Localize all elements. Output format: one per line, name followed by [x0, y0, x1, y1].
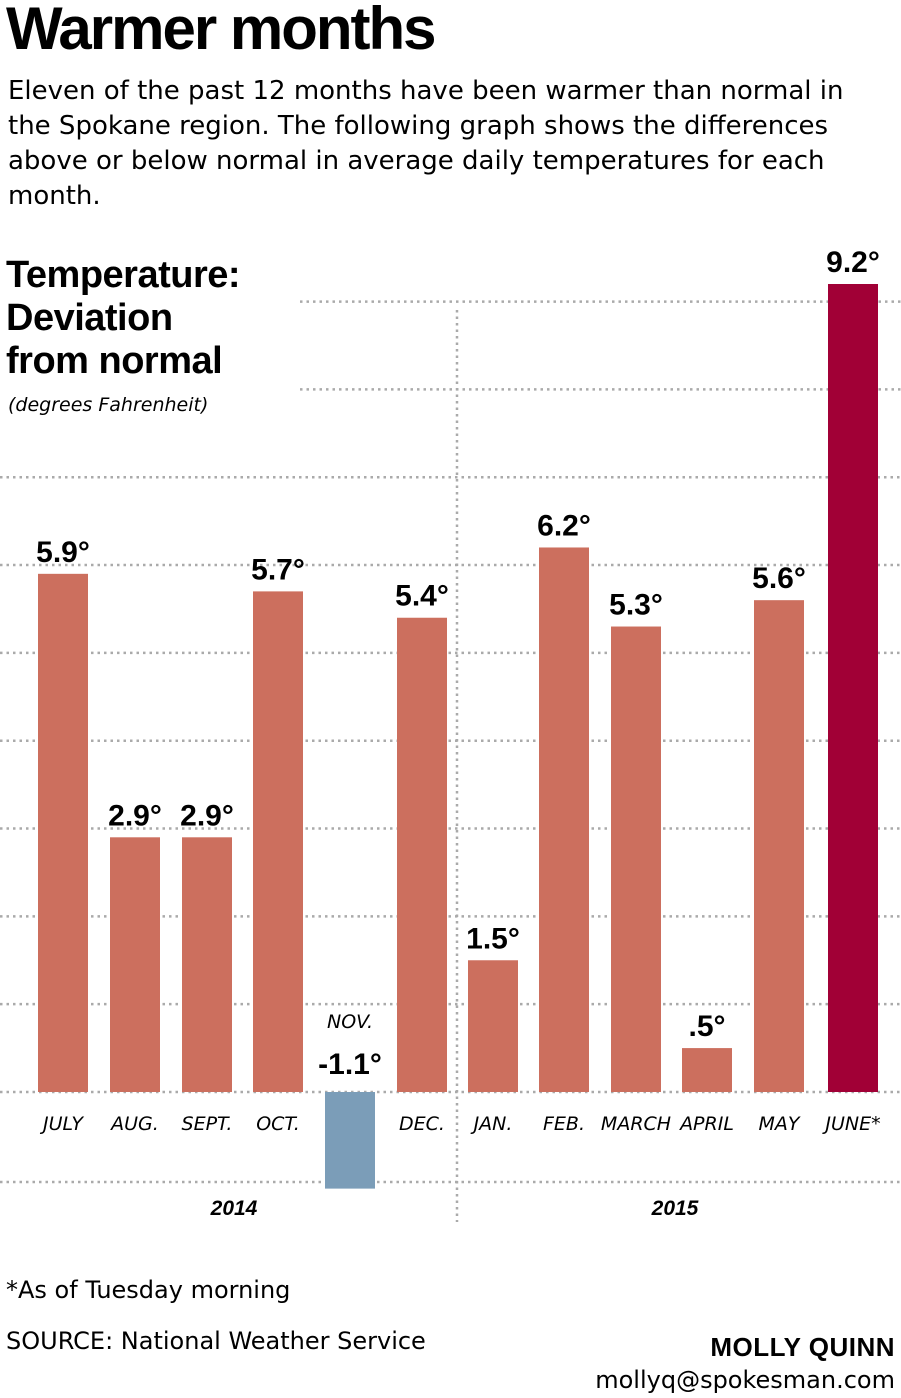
data-label: 5.4° — [395, 580, 449, 613]
category-label: MAY — [759, 1113, 801, 1135]
year-label: 2014 — [210, 1197, 258, 1220]
category-label: AUG. — [109, 1113, 159, 1135]
data-label: .5° — [688, 1010, 725, 1043]
category-label: APRIL — [678, 1113, 734, 1135]
chart-unit: (degrees Fahrenheit) — [8, 394, 209, 416]
category-label: JUNE* — [821, 1113, 880, 1135]
bar — [468, 960, 518, 1092]
data-label: 2.9° — [180, 799, 234, 832]
headline: Warmer months — [6, 0, 437, 62]
data-label: 1.5° — [466, 922, 520, 955]
category-label: NOV. — [327, 1011, 373, 1033]
chart-title-line-1: Temperature: — [6, 254, 241, 296]
category-label: MARCH — [601, 1113, 671, 1135]
chart-title: Temperature: Deviation from normal — [6, 254, 241, 383]
data-label: 5.6° — [752, 562, 806, 595]
year-label: 2015 — [651, 1197, 699, 1220]
bar — [539, 547, 589, 1092]
bar — [611, 626, 661, 1092]
credit-name: MOLLY QUINN — [710, 1332, 895, 1362]
bar — [397, 617, 447, 1092]
bar — [325, 1092, 375, 1189]
chart-title-line-2: Deviation — [6, 297, 173, 339]
data-label: 6.2° — [537, 509, 591, 542]
bar — [682, 1048, 732, 1092]
intro-text: Eleven of the past 12 months have been w… — [8, 76, 844, 211]
source-note: SOURCE: National Weather Service — [6, 1327, 426, 1355]
category-label: JULY — [39, 1113, 84, 1135]
category-label: FEB. — [543, 1113, 585, 1135]
credit-email: mollyq@spokesman.com — [595, 1366, 895, 1394]
bar — [253, 591, 303, 1092]
bar — [110, 837, 160, 1092]
bar — [828, 284, 878, 1092]
data-label: -1.1° — [318, 1048, 382, 1081]
chart-title-line-3: from normal — [6, 340, 223, 382]
category-label: JAN. — [470, 1113, 513, 1135]
data-label: 2.9° — [108, 799, 162, 832]
bar — [38, 573, 88, 1092]
data-label: 5.7° — [251, 553, 305, 586]
data-label: 5.9° — [36, 536, 90, 569]
data-label: 5.3° — [609, 589, 663, 622]
category-label: DEC. — [399, 1113, 445, 1135]
bar — [754, 600, 804, 1092]
data-label: 9.2° — [826, 246, 880, 279]
category-label: OCT. — [256, 1113, 300, 1135]
category-label: SEPT. — [182, 1113, 233, 1135]
footnote: *As of Tuesday morning — [6, 1276, 291, 1304]
bar — [182, 837, 232, 1092]
